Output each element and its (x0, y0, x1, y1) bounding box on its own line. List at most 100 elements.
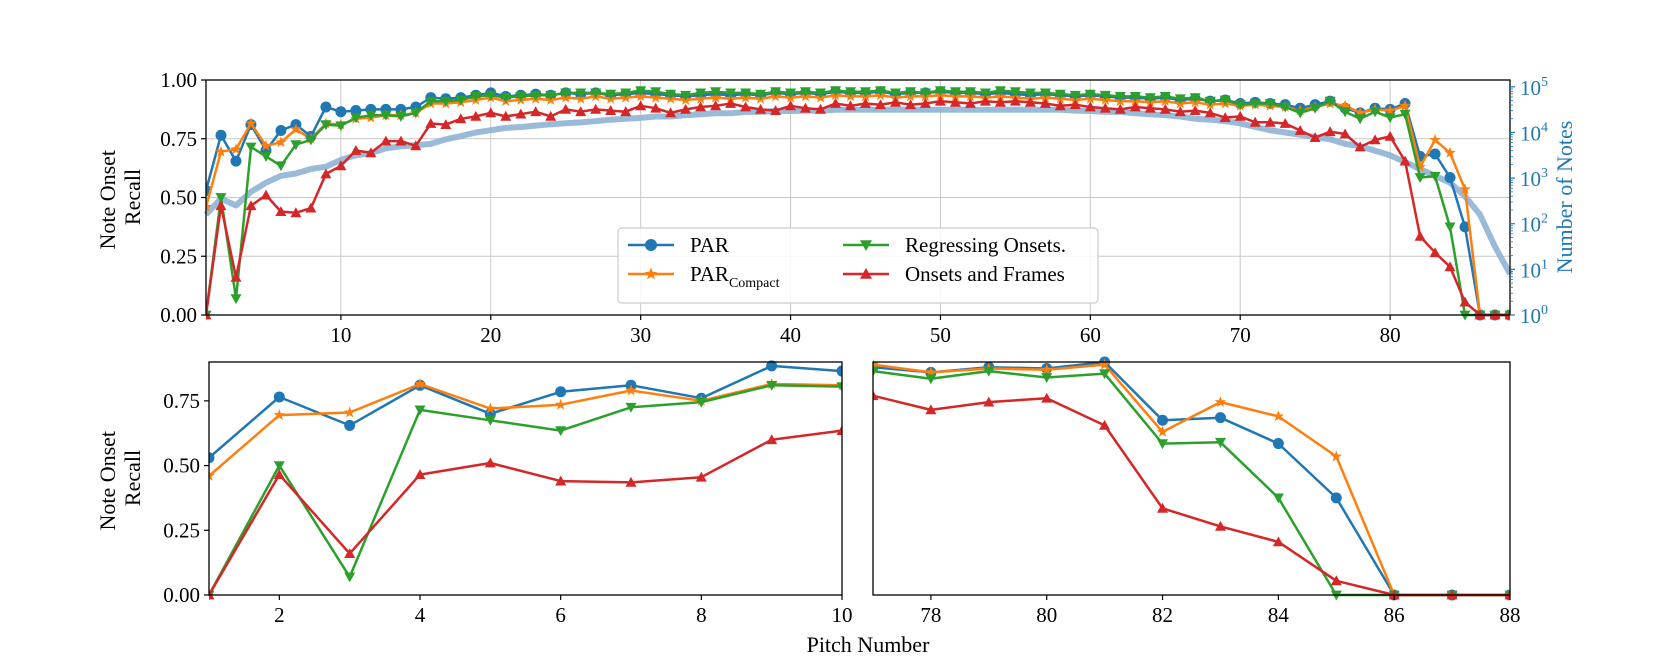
top-par-point (275, 125, 287, 137)
bottom-left-par_compact-point (625, 384, 637, 396)
top-regressing-point (1144, 93, 1156, 104)
bottom-left-regressing-point (555, 426, 567, 437)
top-regressing-point (230, 294, 242, 305)
top-onsets_frames-point (770, 105, 782, 115)
top-onsets_frames-point (1159, 103, 1171, 114)
bottom-left-regressing-point (414, 405, 426, 416)
top-y2-tick-label: 104 (1520, 120, 1548, 145)
bottom-left-onsets_frames-point (695, 471, 707, 482)
top-onsets_frames-point (605, 105, 617, 115)
top-par-point (215, 129, 227, 141)
top-regressing-point (845, 87, 856, 98)
top-regressing-point (919, 88, 931, 99)
top-y-tick-label: 0.00 (160, 303, 197, 327)
legend-marker (860, 268, 872, 279)
legend-box (617, 227, 1099, 304)
bottom-right-plot-frame (872, 361, 1511, 596)
top-onsets_frames-point (335, 160, 347, 171)
top-onsets_frames-point (1204, 107, 1216, 118)
top-regressing-point (680, 90, 692, 101)
bottom-right-onsets_frames-point (873, 390, 879, 401)
bottom-right-onsets_frames-point (1041, 392, 1053, 403)
top-onsets_frames-point (1354, 141, 1366, 152)
top-regressing-point (1129, 92, 1141, 102)
top-regressing-point (1099, 90, 1111, 101)
bottom-right-x-tick-label: 84 (1268, 603, 1290, 627)
top-onsets_frames-point (890, 96, 901, 107)
top-par_compact-point (230, 143, 242, 155)
bottom-left-par_compact-point (414, 378, 426, 389)
top-regressing-point (1444, 222, 1456, 233)
top-regressing-point (1324, 96, 1336, 107)
top-par_compact-point (1339, 99, 1351, 111)
top-onsets_frames-point (1294, 125, 1306, 135)
top-regressing-point (770, 87, 782, 98)
top-par_compact-point (275, 136, 287, 148)
bottom-right-x-tick-label: 78 (920, 603, 941, 627)
legend-label: PARCompact (690, 262, 780, 291)
bottom-right-regressing-point (983, 366, 995, 377)
top-onsets_frames-point (1444, 261, 1456, 272)
top-regressing-point (485, 90, 497, 101)
top-onsets_frames-point (1279, 118, 1291, 128)
top-regressing-point (949, 87, 961, 98)
top-regressing-point (1279, 102, 1291, 113)
bottom-left-par_compact-point (343, 406, 356, 418)
bottom-right-par-line (873, 360, 1510, 597)
top-onsets_frames-line (206, 99, 1510, 317)
top-onsets_frames-point (919, 98, 931, 108)
legend-item-par: PAR (628, 233, 729, 257)
top-par_compact-point (245, 117, 257, 129)
top-onsets_frames-point (994, 96, 1006, 107)
bottom-left-onsets_frames-point (555, 475, 567, 486)
note-count-series (203, 106, 1513, 276)
bottom-left-regressing-point (273, 461, 285, 472)
bottom-right-par_compact-point (1041, 363, 1053, 375)
top-par_compact-point (1429, 133, 1441, 145)
top-regressing-point (395, 112, 407, 122)
bottom-right-x-tick-label: 88 (1500, 603, 1521, 627)
top-onsets_frames-point (830, 98, 841, 108)
top-onsets_frames-point (665, 107, 677, 118)
bottom-left-onsets_frames-point (344, 548, 356, 558)
top-onsets_frames-point (1369, 134, 1381, 145)
bottom-right-x-tick-label: 86 (1384, 603, 1405, 627)
bottom-left-y-axis: 0.00 0.25 0.50 0.75 (163, 389, 209, 607)
top-regressing-point (1174, 94, 1186, 105)
top-chart-panel: 10 20 30 40 50 60 70 80 0.00 0.25 0.50 0.75 1.00 10… (95, 68, 1577, 347)
top-regressing-point (1234, 100, 1246, 111)
top-onsets_frames-point (500, 110, 512, 121)
bottom-right-onsets_frames-point (1330, 575, 1342, 586)
bottom-left-regressing-point (766, 380, 778, 391)
top-onsets_frames-point (365, 147, 377, 158)
top-onsets_frames-point (275, 206, 287, 216)
bottom-left-par-point (836, 365, 842, 377)
bottom-right-onsets_frames-point (1215, 520, 1226, 531)
top-onsets_frames-point (440, 119, 452, 129)
legend-label: PAR (690, 233, 729, 257)
top-onsets_frames-point (1339, 128, 1351, 139)
top-onsets_frames-point (1099, 102, 1111, 113)
top-onsets_frames-point (964, 98, 976, 108)
bottom-left-x-axis: 2 4 6 8 10 (274, 595, 853, 627)
top-onsets_frames-point (410, 140, 422, 151)
bottom-right-x-tick-label: 80 (1036, 603, 1057, 627)
bottom-left-y-tick-label: 0.75 (163, 389, 200, 413)
top-regressing-point (1069, 90, 1081, 101)
bottom-left-onsets_frames-point (414, 469, 426, 479)
bottom-left-series-group (209, 360, 842, 601)
bottom-right-par_compact-point (1330, 450, 1342, 462)
bottom-right-par_compact-point (1272, 410, 1285, 422)
top-regressing-point (305, 135, 317, 146)
top-onsets_frames-point (755, 103, 767, 114)
bottom-y-axis-label-line1: Note Onset (95, 431, 120, 531)
legend: PAR PARCompact Regressing Onsets. Onsets an… (617, 227, 1099, 304)
top-onsets_frames-point (1189, 105, 1201, 115)
top-onsets_frames-point (979, 95, 991, 106)
top-regressing-point (260, 152, 272, 162)
bottom-left-par_compact-line (209, 382, 842, 477)
bottom-right-par_compact-point (1214, 396, 1227, 407)
legend-item-regressing: Regressing Onsets. (843, 233, 1066, 257)
top-onsets_frames-point (635, 100, 647, 111)
top-par_compact-point (1414, 160, 1426, 172)
